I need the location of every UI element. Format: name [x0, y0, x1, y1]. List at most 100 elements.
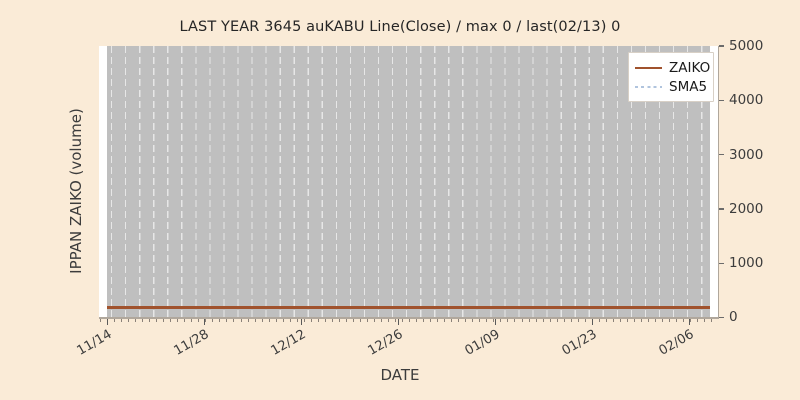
x-tick-minor	[676, 318, 678, 322]
x-tick-minor	[191, 318, 193, 322]
chart-title: LAST YEAR 3645 auKABU Line(Close) / max …	[179, 19, 621, 35]
x-tick-label: 01/09	[462, 327, 503, 359]
x-tick-minor	[310, 318, 312, 322]
x-tick-minor	[345, 318, 347, 322]
x-tick-minor	[437, 318, 439, 322]
x-tick-minor	[570, 318, 572, 322]
y-tick-label: 0	[729, 309, 738, 326]
x-tick-minor	[514, 318, 516, 322]
x-tick-minor	[662, 318, 663, 322]
legend-entry-sma5[interactable]: SMA5	[635, 77, 707, 96]
x-tick-minor	[275, 318, 277, 322]
x-tick-minor	[528, 318, 530, 322]
x-tick-minor	[373, 318, 375, 322]
x-tick-minor	[479, 318, 481, 322]
x-tick-minor	[282, 318, 284, 322]
legend-swatch-dotted-line-icon	[635, 81, 662, 93]
x-axis-label: DATE	[380, 366, 420, 384]
y-tick-mark	[719, 99, 724, 101]
y-tick-label: 2000	[729, 200, 764, 217]
x-tick-major	[203, 318, 206, 325]
plot-area	[99, 46, 718, 317]
x-tick-minor	[205, 318, 207, 322]
x-tick-major	[494, 318, 497, 325]
x-tick-minor	[409, 318, 411, 322]
x-tick-minor	[430, 318, 432, 322]
x-tick-minor	[388, 318, 390, 322]
x-tick-minor	[626, 318, 628, 322]
x-tick-minor	[395, 318, 397, 322]
x-tick-minor	[303, 318, 305, 322]
x-tick-minor	[669, 318, 671, 322]
x-tick-major	[591, 318, 594, 325]
x-tick-minor	[142, 318, 144, 322]
vertical-gridlines	[107, 46, 710, 317]
x-tick-minor	[338, 318, 340, 322]
x-tick-label: 12/26	[365, 327, 406, 359]
x-tick-minor	[711, 318, 713, 322]
x-tick-minor	[521, 318, 523, 322]
x-tick-minor	[493, 318, 495, 322]
x-tick-minor	[170, 318, 172, 322]
x-tick-minor	[100, 318, 101, 322]
x-tick-minor	[605, 318, 607, 322]
x-tick-minor	[458, 318, 460, 322]
x-tick-minor	[690, 318, 692, 322]
x-tick-minor	[647, 318, 649, 322]
x-tick-minor	[640, 318, 642, 322]
x-tick-minor	[697, 318, 699, 322]
x-tick-minor	[226, 318, 228, 322]
x-tick-minor	[233, 318, 235, 322]
y-tick-mark	[719, 262, 724, 264]
x-tick-minor	[240, 318, 242, 322]
x-tick-minor	[619, 318, 621, 322]
x-tick-minor	[121, 318, 123, 322]
x-tick-minor	[563, 318, 565, 322]
legend-entry-zaiko[interactable]: ZAIKO	[635, 58, 710, 77]
x-tick-minor	[254, 318, 256, 322]
x-tick-minor	[331, 318, 333, 322]
y-tick-label: 1000	[729, 255, 764, 272]
x-tick-minor	[219, 318, 221, 322]
y-tick-label: 4000	[729, 92, 764, 109]
x-tick-minor	[317, 318, 319, 322]
x-tick-minor	[261, 318, 263, 322]
x-tick-minor	[289, 318, 291, 322]
x-tick-minor	[612, 318, 614, 322]
x-tick-label: 11/28	[171, 327, 212, 359]
x-tick-label: 02/06	[656, 327, 697, 359]
x-tick-minor	[163, 318, 165, 322]
x-tick-minor	[114, 318, 116, 322]
legend-swatch-solid-line-icon	[635, 62, 662, 74]
x-tick-minor	[416, 318, 418, 322]
x-tick-minor	[352, 318, 354, 322]
x-tick-minor	[654, 318, 656, 322]
x-tick-major	[107, 318, 109, 325]
chart-legend[interactable]: ZAIKO SMA5	[628, 52, 714, 102]
x-tick-minor	[704, 318, 706, 322]
x-tick-minor	[177, 318, 179, 322]
y-axis-spine	[718, 46, 720, 318]
x-tick-minor	[402, 318, 404, 322]
x-tick-minor	[423, 318, 425, 322]
x-tick-minor	[247, 318, 249, 322]
x-tick-minor	[451, 318, 453, 322]
y-tick-mark	[719, 153, 724, 156]
x-tick-minor	[542, 318, 544, 322]
y-tick-mark	[719, 316, 724, 319]
x-tick-minor	[577, 318, 579, 322]
x-tick-minor	[486, 318, 488, 322]
x-tick-minor	[359, 318, 361, 322]
x-tick-minor	[535, 318, 537, 322]
x-tick-label: 01/23	[559, 327, 600, 359]
y-axis-label: IPPAN ZAIKO (volume)	[67, 108, 85, 274]
x-tick-minor	[381, 318, 382, 322]
y-tick-mark	[719, 45, 724, 47]
x-tick-minor	[296, 318, 298, 322]
x-tick-minor	[184, 318, 186, 322]
x-tick-minor	[472, 318, 474, 322]
x-tick-minor	[584, 318, 586, 322]
x-axis-spine	[99, 317, 719, 319]
legend-label-sma5: SMA5	[669, 78, 708, 95]
